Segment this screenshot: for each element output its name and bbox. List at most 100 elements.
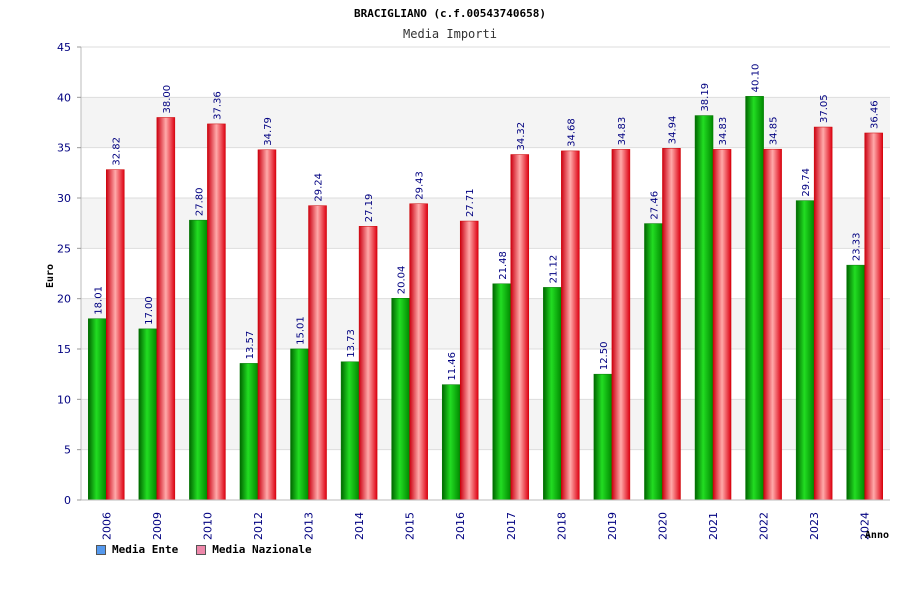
data-label: 37.36: [212, 91, 223, 120]
x-tick-label: 2021: [707, 512, 720, 540]
bar-ente: [290, 348, 309, 501]
value-labels: 18.01 32.82 17.00 38.00 27.80 37.36 13.57 34.79…: [93, 64, 880, 381]
x-tick-label: 2018: [555, 512, 568, 540]
data-label: 17.00: [144, 296, 155, 325]
bar-nazionale: [106, 169, 125, 501]
y-axis-label: Euro: [45, 264, 56, 288]
data-label: 18.01: [93, 286, 104, 315]
data-label: 34.83: [617, 117, 628, 146]
data-label: 27.46: [649, 191, 660, 220]
legend-label-nazionale: Media Nazionale: [212, 543, 312, 556]
data-label: 21.48: [498, 251, 509, 280]
y-tick-label: 15: [57, 343, 71, 356]
x-tick-label: 2009: [151, 512, 164, 540]
y-tick-label: 40: [57, 91, 71, 104]
y-tick-label: 5: [64, 444, 71, 457]
y-axis: 0 5 10 15 20 25 30 35 40 45: [57, 41, 82, 507]
y-tick-label: 35: [57, 142, 71, 155]
bar-nazionale: [611, 149, 631, 501]
data-label: 34.83: [718, 117, 729, 146]
data-label: 34.94: [667, 116, 678, 145]
bar-ente: [846, 264, 865, 501]
bar-ente: [543, 287, 562, 501]
y-tick-label: 25: [57, 242, 71, 255]
legend-label-ente: Media Ente: [112, 543, 179, 556]
y-tick-label: 0: [64, 494, 71, 507]
bar-nazionale: [156, 117, 176, 501]
data-label: 23.33: [852, 233, 863, 262]
data-label: 13.73: [346, 329, 357, 358]
legend: Media Ente Media Nazionale: [96, 543, 312, 556]
bar-nazionale: [864, 132, 883, 501]
legend-item-media-ente: Media Ente: [96, 543, 178, 556]
bars-group: [88, 96, 883, 501]
data-label: 21.12: [548, 255, 559, 284]
data-label: 37.05: [819, 94, 830, 123]
bar-nazionale: [409, 203, 428, 501]
bar-ente: [644, 223, 663, 501]
data-label: 34.79: [263, 117, 274, 146]
bar-ente: [593, 373, 613, 501]
bar-ente: [694, 115, 714, 501]
data-label: 12.50: [599, 342, 610, 371]
y-tick-label: 30: [57, 192, 71, 205]
bar-nazionale: [207, 123, 226, 501]
bar-ente: [391, 298, 410, 501]
bar-ente: [239, 363, 259, 501]
x-tick-label: 2014: [353, 512, 366, 540]
bar-nazionale: [813, 126, 833, 501]
x-tick-label: 2010: [201, 512, 214, 540]
legend-item-media-nazionale: Media Nazionale: [196, 543, 312, 556]
y-tick-label: 45: [57, 41, 71, 54]
legend-swatch-nazionale: [196, 544, 207, 555]
bar-ente: [441, 384, 461, 501]
y-tick-label: 20: [57, 293, 71, 306]
bar-ente: [138, 328, 158, 501]
grid-band: [81, 47, 890, 98]
data-label: 27.71: [465, 188, 476, 217]
data-label: 27.80: [194, 188, 205, 217]
data-label: 34.68: [566, 118, 577, 147]
legend-swatch-ente: [96, 544, 106, 555]
chart-subtitle: Media Importi: [403, 27, 497, 41]
x-tick-label: 2022: [758, 512, 771, 540]
x-tick-label: 2017: [505, 512, 518, 540]
bar-nazionale: [662, 148, 681, 501]
x-tick-label: 2012: [252, 512, 265, 540]
data-label: 13.57: [245, 331, 256, 360]
x-tick-label: 2020: [656, 512, 669, 540]
bar-ente: [340, 361, 360, 501]
bar-nazionale: [712, 149, 732, 501]
bar-nazionale: [257, 149, 277, 501]
x-tick-label: 2016: [454, 512, 467, 540]
bar-nazionale: [358, 226, 378, 501]
bar-nazionale: [561, 150, 580, 501]
x-axis: 2006 2009 2010 2012 2013 2014 2015 2016 2017 2018…: [81, 499, 890, 540]
data-label: 29.43: [415, 171, 426, 200]
data-label: 32.82: [111, 137, 122, 166]
data-label: 34.85: [769, 117, 780, 146]
bar-nazionale: [308, 205, 327, 501]
data-label: 15.01: [296, 316, 307, 345]
bar-nazionale: [763, 148, 782, 501]
bar-nazionale: [510, 154, 530, 501]
chart-title: BRACIGLIANO (c.f.00543740658): [354, 7, 546, 20]
data-label: 11.46: [447, 352, 458, 381]
data-label: 29.24: [314, 173, 325, 202]
x-tick-label: 2015: [404, 512, 417, 540]
bar-ente: [492, 283, 512, 501]
x-tick-label: 2023: [808, 512, 821, 540]
data-label: 29.74: [801, 168, 812, 197]
bar-ente: [795, 200, 815, 501]
data-label: 34.32: [516, 122, 527, 151]
bar-nazionale: [459, 220, 479, 501]
x-axis-label: Anno: [865, 530, 889, 541]
bar-ente: [189, 219, 208, 501]
y-tick-label: 10: [57, 393, 71, 406]
data-label: 20.04: [397, 266, 408, 295]
x-tick-label: 2019: [606, 512, 619, 540]
data-label: 36.46: [870, 100, 881, 129]
x-tick-label: 2013: [303, 512, 316, 540]
bar-ente: [88, 318, 107, 501]
